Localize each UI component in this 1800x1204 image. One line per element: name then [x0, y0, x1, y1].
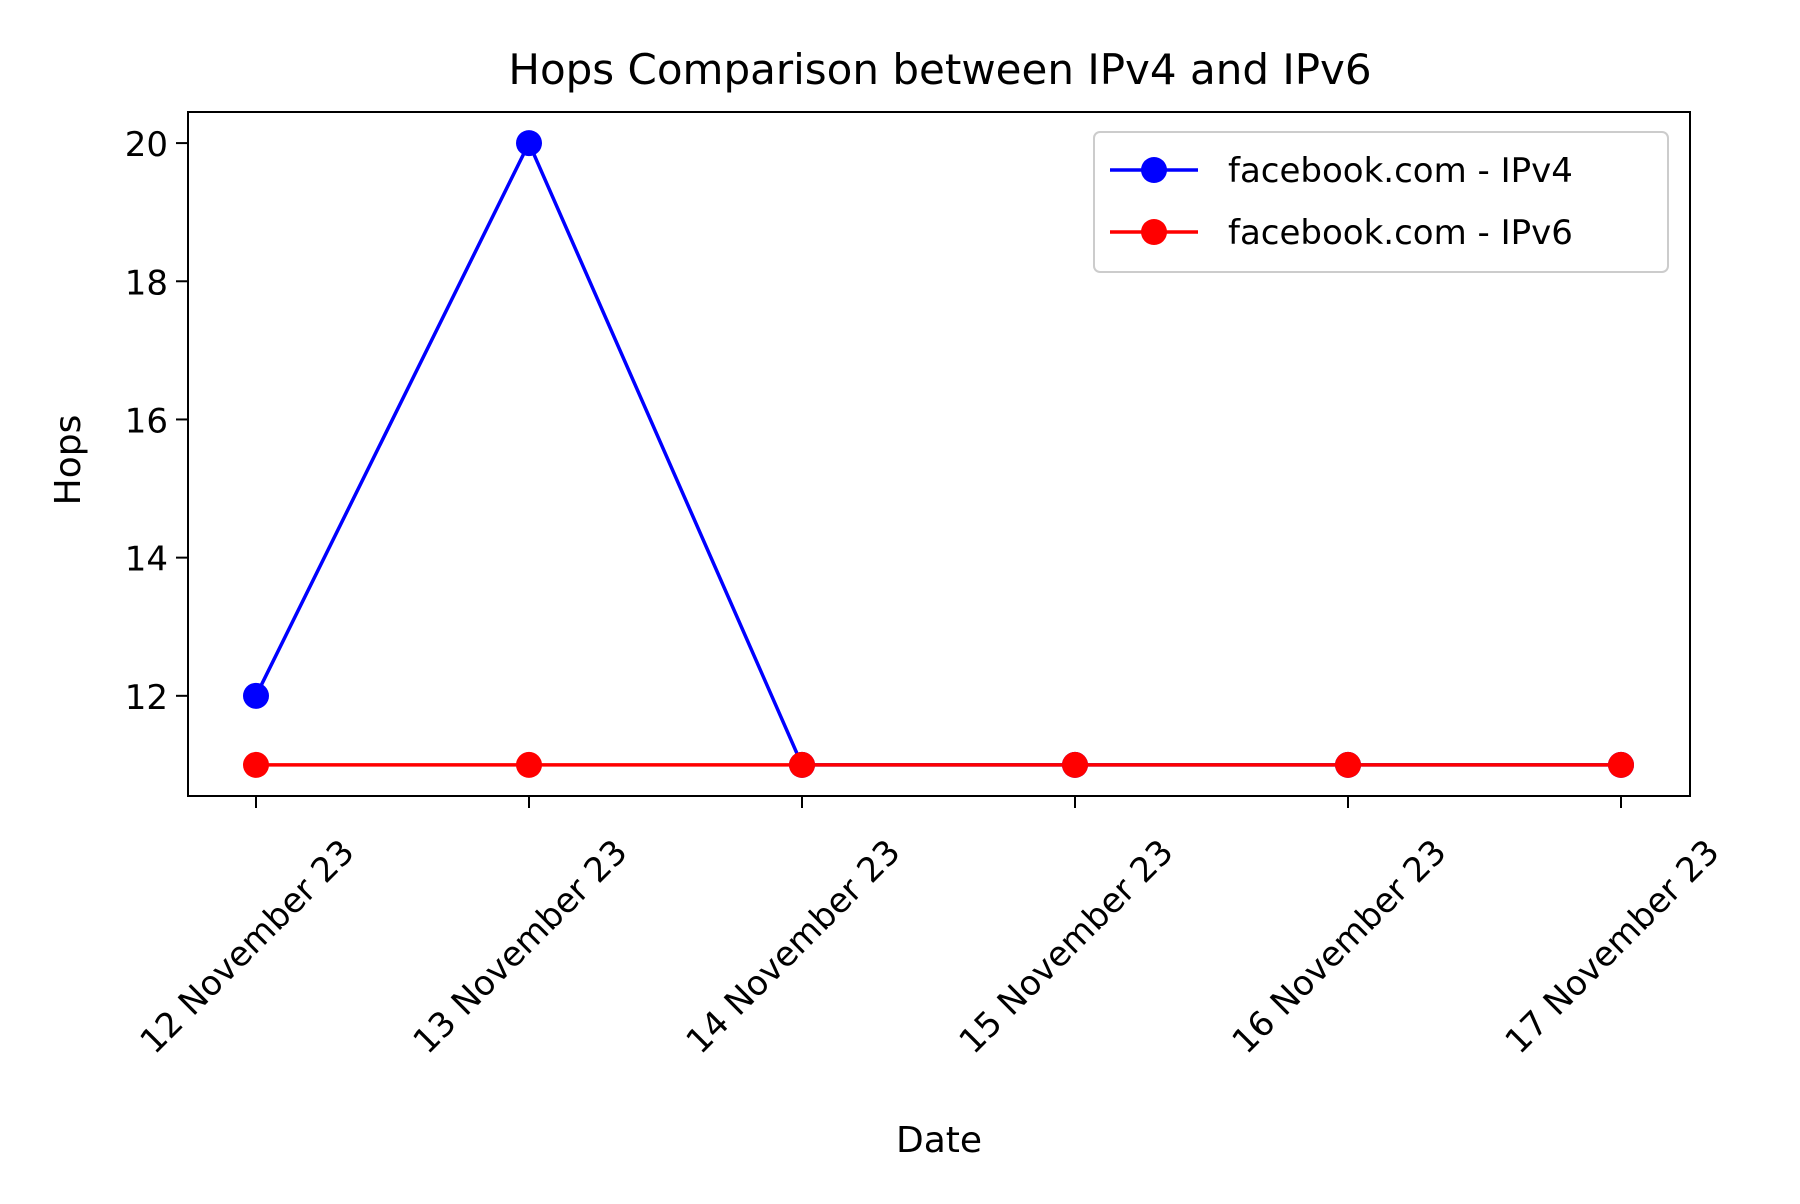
legend-swatch-marker [1141, 157, 1167, 183]
x-tick-label: 15 November 23 [952, 832, 1182, 1062]
y-tick-label: 18 [125, 263, 168, 303]
y-tick-label: 12 [125, 678, 168, 718]
y-tick-label: 14 [125, 540, 168, 580]
x-tick-label: 17 November 23 [1498, 832, 1728, 1062]
plot-area [187, 111, 1691, 797]
series-1-point [516, 751, 542, 778]
series-1-point [1335, 751, 1361, 778]
series-layer [243, 130, 1634, 778]
legend-box [1093, 131, 1669, 273]
series-0-point [516, 130, 542, 157]
chart-title: Hops Comparison between IPv4 and IPv6 [508, 45, 1371, 94]
series-1-point [243, 751, 269, 778]
series-1-point [1062, 751, 1088, 778]
x-tick-label: 12 November 23 [133, 832, 363, 1062]
series-1-point [1608, 751, 1634, 778]
x-tick-label: 16 November 23 [1225, 832, 1455, 1062]
y-tick-label: 20 [125, 125, 168, 165]
series-1-point [789, 751, 815, 778]
legend-label: facebook.com - IPv4 [1228, 151, 1573, 191]
legend: facebook.com - IPv4 facebook.com - IPv6 [1093, 131, 1669, 273]
y-axis-label: Hops [48, 415, 89, 506]
legend-label: facebook.com - IPv6 [1228, 213, 1573, 253]
x-axis: 12 November 23 13 November 23 14 November … [133, 796, 1728, 1062]
x-axis-label: Date [896, 1120, 982, 1161]
legend-swatch-marker [1141, 219, 1167, 245]
y-tick-label: 16 [125, 401, 168, 441]
y-axis: 12 14 16 18 20 [125, 125, 188, 718]
x-tick-label: 14 November 23 [679, 832, 909, 1062]
x-tick-label: 13 November 23 [406, 832, 636, 1062]
series-0-point [243, 682, 269, 709]
